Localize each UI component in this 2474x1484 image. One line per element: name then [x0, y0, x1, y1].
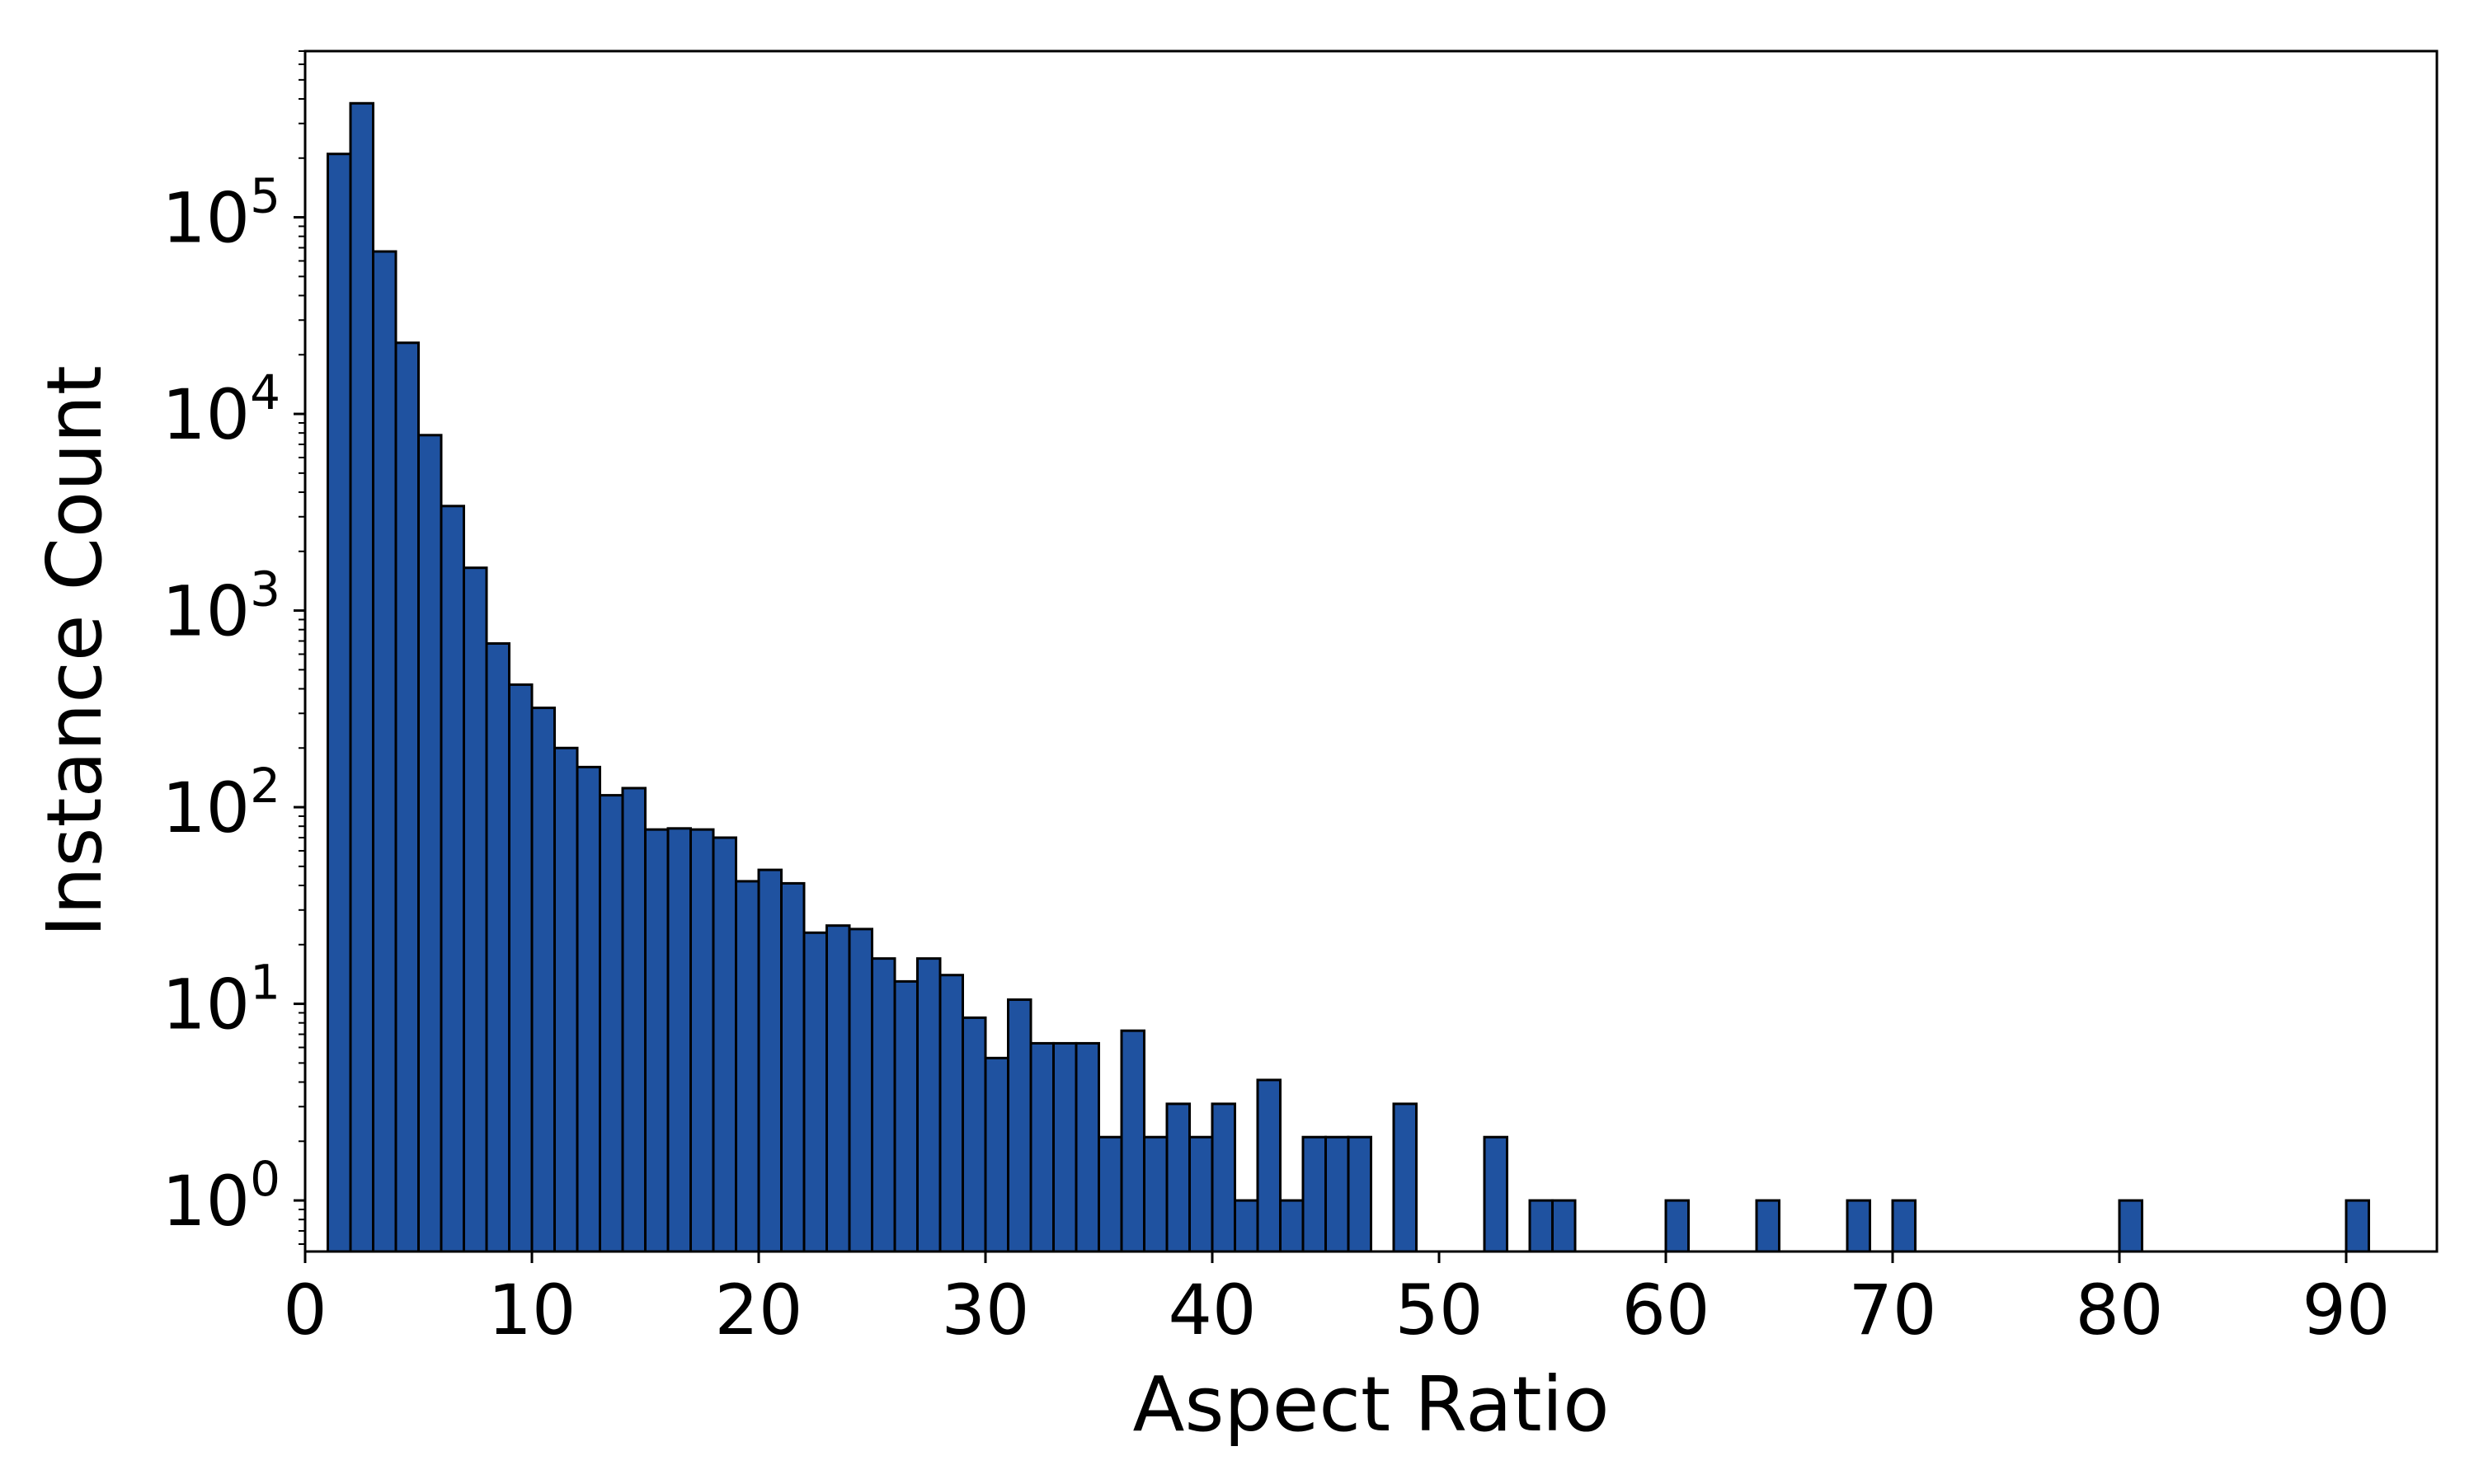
histogram-bar	[1211, 1102, 1236, 1253]
x-tick-label: 0	[283, 1270, 327, 1350]
histogram-bar	[848, 928, 873, 1253]
histogram-bar	[530, 707, 556, 1253]
histogram-bar	[802, 931, 828, 1253]
histogram-bar	[1279, 1199, 1305, 1253]
histogram-bar	[349, 101, 374, 1253]
histogram-bar	[962, 1016, 987, 1253]
x-tick-label: 30	[942, 1270, 1030, 1350]
histogram-bar	[440, 505, 465, 1253]
y-tick-label: 100	[162, 1151, 280, 1242]
histogram-bar	[644, 828, 670, 1253]
histogram-bar	[1029, 1041, 1055, 1253]
histogram-bar	[1052, 1041, 1078, 1253]
x-tick-label: 20	[715, 1270, 803, 1350]
histogram-bar	[1301, 1135, 1327, 1253]
histogram-bar	[1143, 1135, 1169, 1253]
histogram-bar	[1324, 1135, 1350, 1253]
histogram-bar	[372, 250, 397, 1253]
histogram-bar	[417, 434, 443, 1253]
histogram-bar	[463, 566, 488, 1253]
histogram-bar	[1165, 1102, 1191, 1253]
x-tick-label: 80	[2076, 1270, 2164, 1350]
x-tick-label: 90	[2302, 1270, 2391, 1350]
histogram-bar	[1347, 1135, 1372, 1253]
y-axis-title: Instance Count	[31, 365, 119, 937]
x-tick-label: 60	[1622, 1270, 1710, 1350]
x-tick-label: 40	[1169, 1270, 1257, 1350]
histogram-bar	[599, 794, 624, 1253]
histogram-bar	[712, 836, 737, 1253]
histogram-bar	[1098, 1135, 1123, 1253]
y-tick-label: 103	[162, 561, 280, 652]
x-tick-label: 10	[488, 1270, 576, 1350]
histogram-bar	[2118, 1199, 2143, 1253]
histogram-bar	[1188, 1135, 1214, 1253]
y-axis: 100 101 102 103 104 105	[162, 50, 305, 1245]
histogram-bar	[780, 881, 806, 1253]
histogram-bar	[621, 787, 647, 1253]
histogram-bar	[327, 153, 352, 1253]
bars-group	[327, 101, 2370, 1253]
histogram-bar	[984, 1056, 1009, 1253]
histogram-bar	[1256, 1078, 1282, 1253]
histogram-bar	[485, 642, 510, 1253]
histogram-bar	[916, 957, 942, 1253]
histogram-bar	[1846, 1199, 1871, 1253]
histogram-bar	[553, 746, 579, 1253]
histogram-bar	[757, 868, 783, 1253]
histogram-bar	[1755, 1199, 1780, 1253]
histogram-bar	[1234, 1199, 1259, 1253]
histogram-bar	[1075, 1041, 1100, 1253]
histogram-bar	[508, 683, 534, 1253]
histogram-bar	[893, 979, 919, 1253]
y-tick-label: 101	[162, 955, 280, 1045]
x-axis: 0 10 20 30 40 50 60 70 80 90	[283, 1252, 2390, 1350]
histogram-bar	[825, 924, 851, 1253]
histogram-bar	[1120, 1029, 1145, 1253]
histogram-bar	[1483, 1135, 1508, 1253]
histogram-bar	[1551, 1199, 1577, 1253]
histogram-bar	[1528, 1199, 1554, 1253]
histogram-bar	[576, 765, 601, 1253]
histogram-bar	[938, 974, 964, 1253]
histogram-bar	[1007, 998, 1032, 1253]
plot-frame	[303, 49, 2439, 1253]
y-tick-label: 105	[162, 168, 280, 259]
histogram-bar	[1392, 1102, 1418, 1253]
histogram-bar	[871, 957, 896, 1253]
x-tick-label: 70	[1849, 1270, 1937, 1350]
histogram-bar	[689, 828, 715, 1253]
histogram-bar	[394, 341, 420, 1253]
x-tick-label: 50	[1395, 1270, 1484, 1350]
histogram-bar	[1664, 1199, 1690, 1253]
histogram-bar	[666, 827, 692, 1253]
histogram-bar	[1891, 1199, 1917, 1253]
x-axis-title: Aspect Ratio	[1133, 1360, 1610, 1449]
y-tick-label: 104	[162, 364, 280, 455]
histogram-bar	[2345, 1199, 2370, 1253]
histogram-bar	[735, 880, 760, 1253]
y-tick-label: 102	[162, 758, 280, 848]
